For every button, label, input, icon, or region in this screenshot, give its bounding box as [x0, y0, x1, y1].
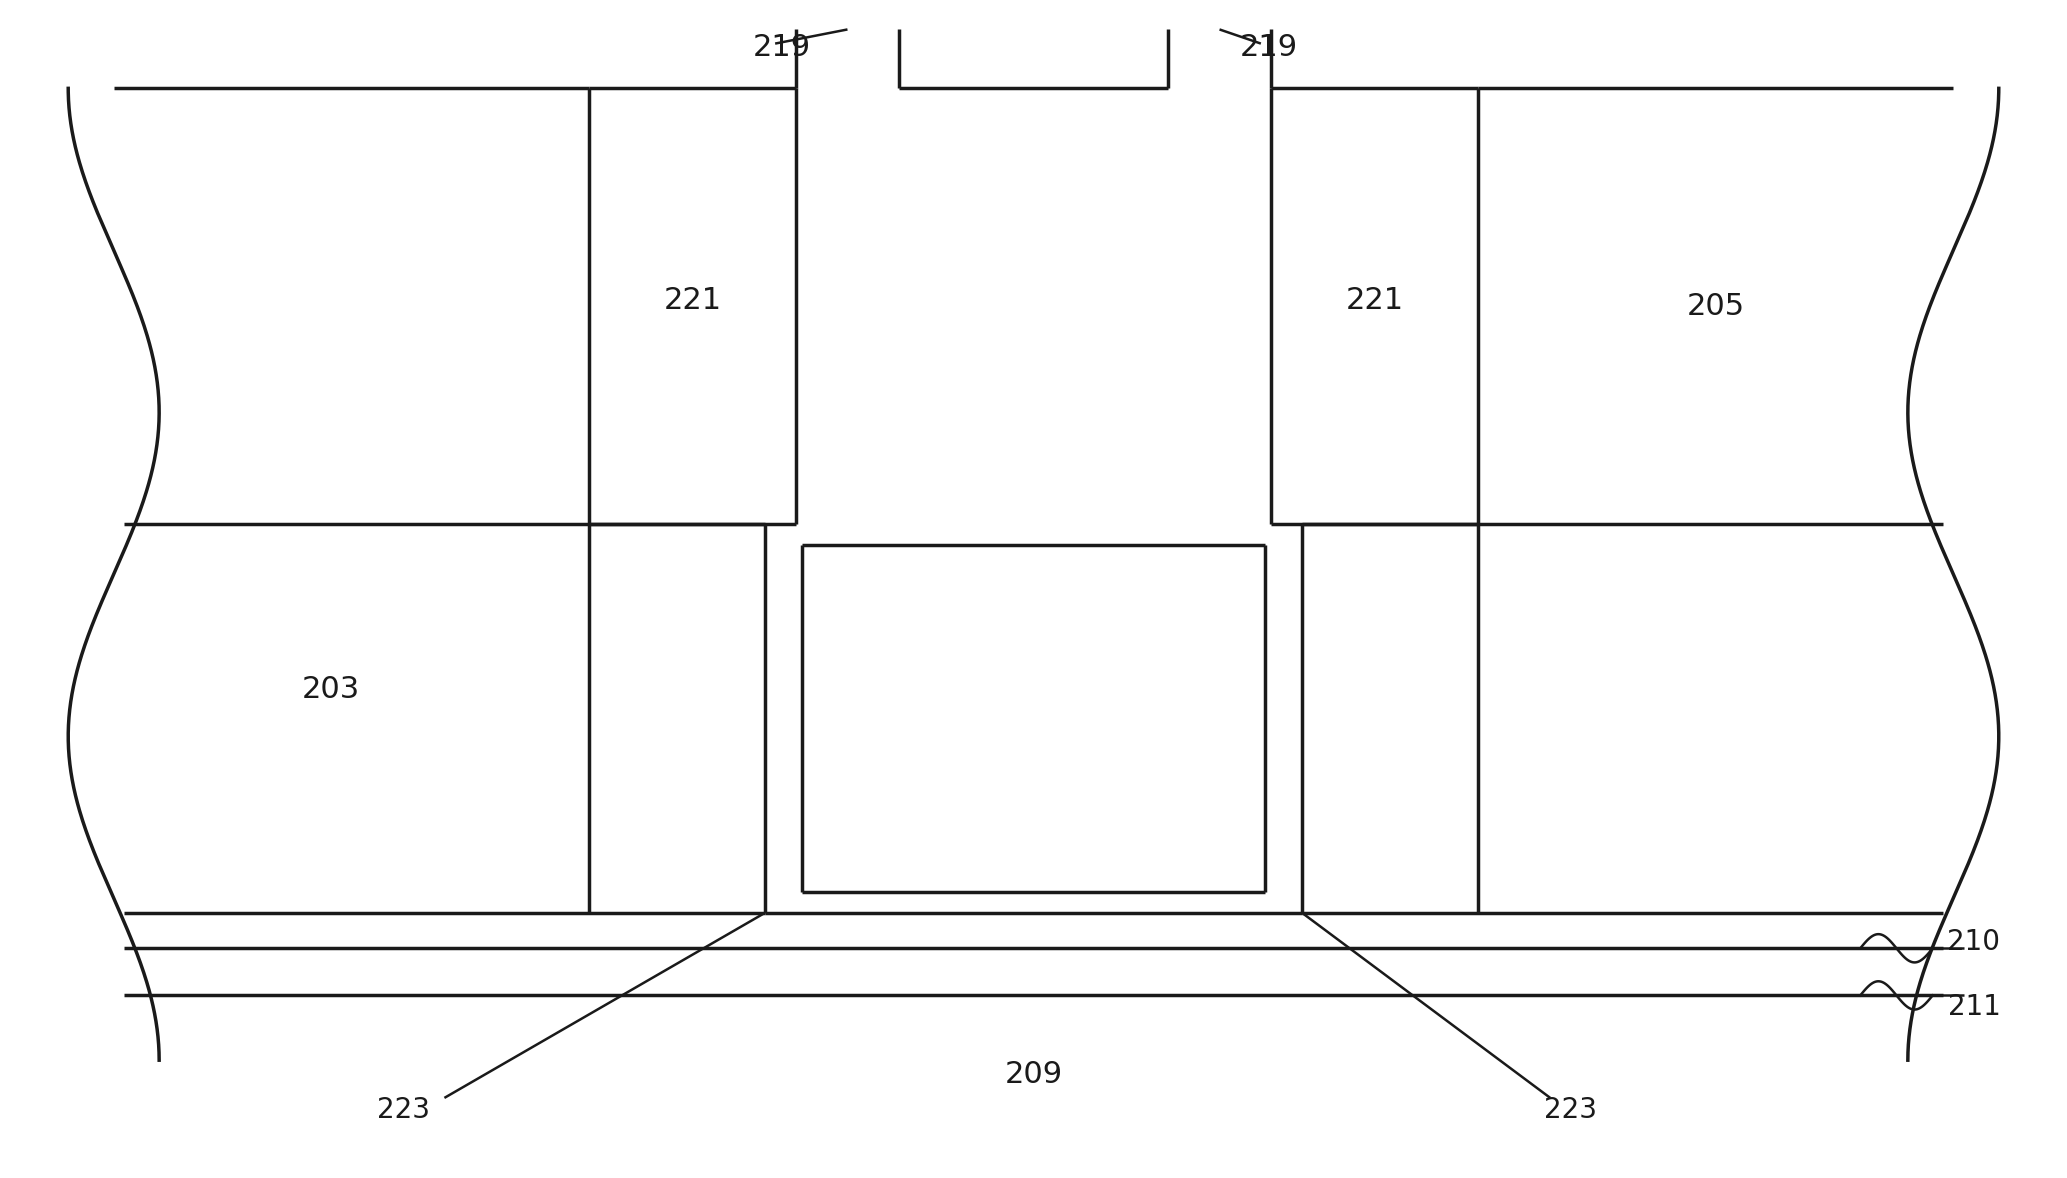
Text: 210: 210	[1947, 928, 2001, 957]
Text: 219: 219	[1240, 33, 1298, 61]
Text: 203: 203	[302, 675, 360, 703]
Text: 209: 209	[1005, 1060, 1062, 1088]
Text: 221: 221	[1346, 286, 1403, 315]
Text: 221: 221	[664, 286, 721, 315]
Text: 211: 211	[1947, 993, 2001, 1021]
Text: 219: 219	[752, 33, 810, 61]
Text: 223: 223	[1544, 1096, 1598, 1124]
Text: 223: 223	[376, 1096, 430, 1124]
Text: 205: 205	[1687, 292, 1745, 320]
